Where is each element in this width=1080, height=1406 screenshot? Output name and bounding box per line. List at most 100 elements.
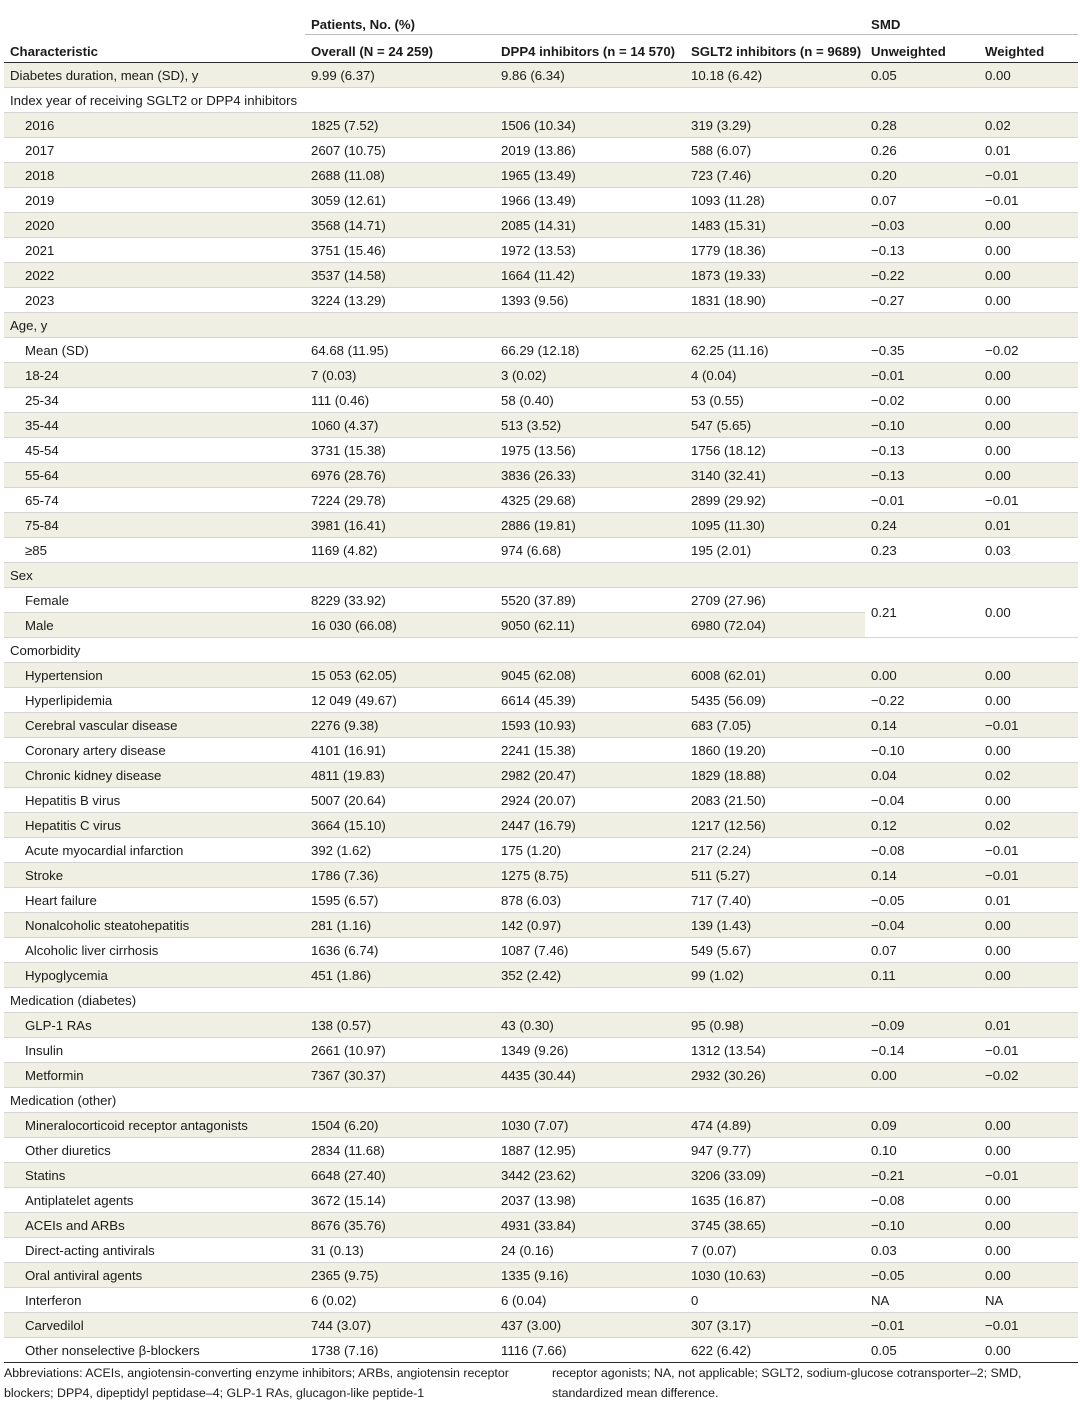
characteristic-cell: 25-34 <box>4 387 305 413</box>
table-row: Female 8229 (33.92) 5520 (37.89) 2709 (27.9… <box>4 587 1079 638</box>
characteristic-cell: Metformin <box>4 1062 305 1088</box>
smd-weighted-cell: 0.00 <box>979 262 1079 288</box>
overall-cell: 1060 (4.37) <box>305 412 495 438</box>
sglt2-cell: 319 (3.29) <box>685 112 866 138</box>
dpp4-cell: 1030 (7.07) <box>495 1112 685 1138</box>
table-row: Hepatitis C virus 3664 (15.10) 2447 (16.79… <box>4 812 1079 838</box>
smd-unweighted-cell: −0.35 <box>865 337 980 363</box>
characteristic-cell: Diabetes duration, mean (SD), y <box>4 62 305 88</box>
sglt2-cell: 511 (5.27) <box>685 862 866 888</box>
category-label: Comorbidity <box>4 637 1079 663</box>
smd-unweighted-cell: 0.00 <box>865 1062 980 1088</box>
sglt2-cell: 10.18 (6.42) <box>685 62 866 88</box>
sglt2-cell: 1483 (15.31) <box>685 212 866 238</box>
dpp4-cell: 5520 (37.89) <box>495 587 685 613</box>
smd-unweighted-cell: 0.05 <box>865 1337 980 1363</box>
table-row: 18-24 7 (0.03) 3 (0.02) 4 (0.04) −0.01 0.00 <box>4 362 1079 388</box>
characteristic-cell: 2018 <box>4 162 305 188</box>
overall-cell: 744 (3.07) <box>305 1312 495 1338</box>
table-row: 45-54 3731 (15.38) 1975 (13.56) 1756 (18.12… <box>4 437 1079 463</box>
smd-weighted-cell: 0.00 <box>979 787 1079 813</box>
sglt2-cell: 474 (4.89) <box>685 1112 866 1138</box>
table-row: GLP-1 RAs 138 (0.57) 43 (0.30) 95 (0.98) −0.… <box>4 1012 1079 1038</box>
sglt2-cell: 947 (9.77) <box>685 1137 866 1163</box>
overall-cell: 1595 (6.57) <box>305 887 495 913</box>
sglt2-cell: 622 (6.42) <box>685 1337 866 1363</box>
characteristic-cell: 75-84 <box>4 512 305 538</box>
sglt2-cell: 588 (6.07) <box>685 137 866 163</box>
overall-cell: 3537 (14.58) <box>305 262 495 288</box>
smd-weighted-cell: −0.01 <box>979 862 1079 888</box>
sglt2-cell: 3140 (32.41) <box>685 462 866 488</box>
overall-cell: 9.99 (6.37) <box>305 62 495 88</box>
dpp4-cell: 58 (0.40) <box>495 387 685 413</box>
dpp4-cell: 1887 (12.95) <box>495 1137 685 1163</box>
smd-weighted-cell: 0.00 <box>979 912 1079 938</box>
smd-unweighted-cell: 0.23 <box>865 537 980 563</box>
sglt2-cell: 139 (1.43) <box>685 912 866 938</box>
smd-unweighted-cell: 0.00 <box>865 662 980 688</box>
smd-unweighted-cell: −0.03 <box>865 212 980 238</box>
overall-cell: 3059 (12.61) <box>305 187 495 213</box>
smd-unweighted-cell: 0.03 <box>865 1237 980 1263</box>
table-row: 2020 3568 (14.71) 2085 (14.31) 1483 (15.31)… <box>4 212 1079 238</box>
characteristic-cell: 18-24 <box>4 362 305 388</box>
smd-unweighted-cell: −0.22 <box>865 262 980 288</box>
characteristic-cell: Coronary artery disease <box>4 737 305 763</box>
characteristic-cell: Interferon <box>4 1287 305 1313</box>
sglt2-cell: 717 (7.40) <box>685 887 866 913</box>
sglt2-cell: 95 (0.98) <box>685 1012 866 1038</box>
overall-cell: 3751 (15.46) <box>305 237 495 263</box>
smd-unweighted-cell: −0.01 <box>865 1312 980 1338</box>
sglt2-cell: 2083 (21.50) <box>685 787 866 813</box>
table-row: 55-64 6976 (28.76) 3836 (26.33) 3140 (32.41… <box>4 462 1079 488</box>
sglt2-cell: 217 (2.24) <box>685 837 866 863</box>
smd-unweighted-cell: −0.22 <box>865 687 980 713</box>
dpp4-cell: 4325 (29.68) <box>495 487 685 513</box>
characteristic-cell: 45-54 <box>4 437 305 463</box>
overall-cell: 7224 (29.78) <box>305 487 495 513</box>
smd-weighted-cell: −0.01 <box>979 1037 1079 1063</box>
overall-cell: 111 (0.46) <box>305 387 495 413</box>
overall-cell: 1636 (6.74) <box>305 937 495 963</box>
table-row: 35-44 1060 (4.37) 513 (3.52) 547 (5.65) −0.1… <box>4 412 1079 438</box>
dpp4-cell: 1087 (7.46) <box>495 937 685 963</box>
table-row: Acute myocardial infarction 392 (1.62) 175… <box>4 837 1079 863</box>
sglt2-cell: 549 (5.67) <box>685 937 866 963</box>
overall-cell: 1738 (7.16) <box>305 1337 495 1363</box>
category-row: Medication (other) <box>4 1087 1079 1113</box>
overall-cell: 2365 (9.75) <box>305 1262 495 1288</box>
smd-weighted-cell: 0.00 <box>979 387 1079 413</box>
sglt2-cell: 1873 (19.33) <box>685 262 866 288</box>
table-row: 2022 3537 (14.58) 1664 (11.42) 1873 (19.33)… <box>4 262 1079 288</box>
dpp4-cell: 878 (6.03) <box>495 887 685 913</box>
characteristic-cell: 2023 <box>4 287 305 313</box>
dpp4-cell: 437 (3.00) <box>495 1312 685 1338</box>
smd-weighted-cell: 0.00 <box>979 212 1079 238</box>
smd-unweighted-cell: 0.20 <box>865 162 980 188</box>
overall-cell: 392 (1.62) <box>305 837 495 863</box>
dpp4-cell: 6 (0.04) <box>495 1287 685 1313</box>
characteristic-cell: 55-64 <box>4 462 305 488</box>
overall-cell: 6 (0.02) <box>305 1287 495 1313</box>
category-label: Medication (other) <box>4 1087 1079 1113</box>
table-row: ACEIs and ARBs 8676 (35.76) 4931 (33.84) 37… <box>4 1212 1079 1238</box>
smd-weighted-cell: 0.00 <box>979 962 1079 988</box>
table-row: Hypoglycemia 451 (1.86) 352 (2.42) 99 (1.02… <box>4 962 1079 988</box>
sglt2-cell: 7 (0.07) <box>685 1237 866 1263</box>
header-sglt2: SGLT2 inhibitors (n = 9689) <box>685 34 866 63</box>
smd-unweighted-cell: 0.14 <box>865 862 980 888</box>
dpp4-cell: 1664 (11.42) <box>495 262 685 288</box>
smd-weighted-cell: NA <box>979 1287 1079 1313</box>
smd-unweighted-cell: 0.05 <box>865 62 980 88</box>
characteristic-cell: Oral antiviral agents <box>4 1262 305 1288</box>
sglt2-cell: 4 (0.04) <box>685 362 866 388</box>
header-empty <box>4 5 305 35</box>
category-row: Age, y <box>4 312 1079 338</box>
dpp4-cell: 175 (1.20) <box>495 837 685 863</box>
characteristic-cell: 2021 <box>4 237 305 263</box>
characteristic-cell: Male <box>4 612 305 638</box>
dpp4-cell: 2924 (20.07) <box>495 787 685 813</box>
smd-unweighted-cell: −0.13 <box>865 237 980 263</box>
